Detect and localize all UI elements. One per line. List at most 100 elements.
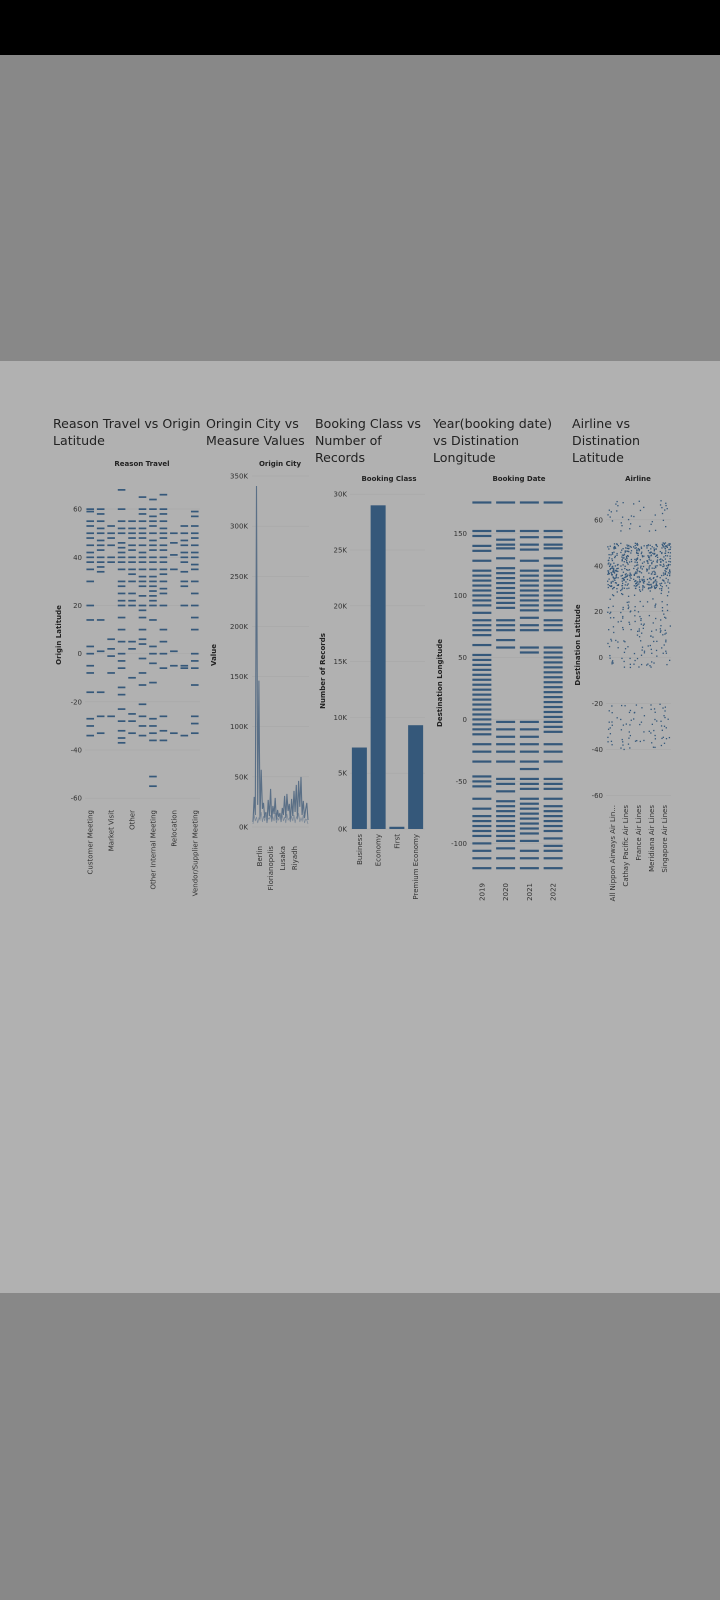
airline-point — [642, 587, 644, 589]
booking-date-mark — [543, 619, 563, 622]
airline-point — [655, 548, 657, 550]
airline-point — [648, 568, 650, 570]
airline-point — [622, 626, 624, 629]
airline-point — [610, 563, 612, 565]
airline-point — [641, 646, 644, 648]
airline-point — [637, 567, 639, 569]
airline-point — [660, 744, 663, 747]
airline-point — [662, 565, 664, 568]
airline-point — [667, 587, 670, 589]
booking-date-mark — [472, 658, 492, 662]
airline-point — [633, 503, 635, 505]
airline-point — [640, 618, 642, 620]
airline-point — [634, 558, 636, 561]
reason-travel-mark — [117, 551, 126, 554]
airline-point — [609, 598, 611, 600]
airline-point — [665, 545, 667, 547]
airline-point — [646, 560, 648, 562]
reason-travel-mark — [138, 684, 147, 686]
airline-point — [628, 711, 631, 714]
airline-point — [635, 572, 637, 575]
booking-date-y-tick-label: -100 — [451, 840, 467, 848]
reason-travel-mark — [149, 775, 157, 778]
airline-point — [608, 554, 610, 556]
airline-point — [648, 614, 651, 617]
airline-point — [661, 547, 663, 549]
reason-travel-mark — [170, 568, 178, 571]
airline-point — [655, 555, 657, 558]
airline-point — [624, 550, 626, 552]
reason-travel-mark — [117, 628, 126, 631]
airline-point — [661, 506, 663, 509]
booking-date-mark — [519, 720, 539, 724]
reason-travel-mark — [138, 609, 147, 612]
reason-travel-mark — [138, 532, 147, 535]
booking-date-mark — [472, 584, 492, 587]
airline-point — [665, 502, 667, 504]
reason-travel-mark — [128, 532, 136, 535]
airline-point — [654, 529, 657, 532]
booking-date-mark — [496, 646, 516, 649]
airline-point — [635, 587, 637, 590]
airline-point — [625, 575, 627, 577]
reason-travel-mark — [107, 715, 115, 718]
airline-point — [667, 591, 670, 593]
reason-travel-mark — [96, 732, 105, 735]
airline-point — [640, 547, 643, 550]
booking-date-mark — [472, 824, 492, 828]
airline-point — [635, 547, 637, 549]
airline-point — [612, 587, 615, 589]
reason-travel-mark — [138, 703, 147, 706]
airline-point — [661, 574, 663, 577]
reason-travel-mark — [180, 539, 189, 542]
airline-point — [662, 560, 665, 562]
airline-point — [660, 582, 663, 584]
airline-point — [642, 581, 644, 583]
booking-date-mark — [496, 572, 516, 575]
reason-travel-mark — [86, 652, 95, 655]
airline-point — [637, 544, 639, 546]
airline-point — [610, 582, 612, 584]
airline-point — [613, 631, 615, 634]
airline-point — [628, 623, 631, 625]
airline-point — [638, 630, 640, 632]
airline-point — [666, 565, 668, 567]
reason-travel-mark — [180, 544, 189, 547]
booking-date-mark — [519, 797, 539, 800]
airline-point — [641, 578, 643, 581]
airline-point — [637, 552, 639, 554]
airline-point — [614, 579, 616, 581]
airline-point — [667, 563, 670, 566]
booking-date-mark — [496, 750, 516, 753]
reason-travel-mark — [149, 645, 157, 648]
airline-point — [663, 543, 666, 545]
airline-point — [661, 729, 663, 731]
booking-date-mark — [543, 829, 563, 833]
reason-travel-mark — [117, 729, 126, 732]
reason-travel-mark — [96, 619, 105, 621]
airline-point — [636, 739, 638, 742]
airline-point — [610, 585, 612, 588]
reason-travel-mark — [96, 566, 105, 568]
airline-point — [638, 628, 640, 630]
reason-travel-mark — [159, 587, 168, 590]
airline-point — [663, 574, 665, 576]
airline-point — [665, 641, 667, 643]
reason-travel-mark — [190, 537, 199, 539]
airline-point — [609, 564, 611, 566]
airline-point — [628, 569, 631, 571]
airline-point — [653, 640, 655, 643]
airline-point — [623, 640, 625, 642]
airline-point — [611, 594, 614, 596]
airline-point — [613, 567, 615, 570]
booking-date-mark — [519, 787, 539, 790]
airline-point — [669, 546, 672, 548]
reason-travel-mark — [117, 640, 126, 643]
reason-travel-mark — [128, 580, 136, 583]
airline-point — [634, 580, 636, 582]
reason-travel-mark — [107, 544, 115, 547]
airline-point — [650, 573, 653, 575]
reason-travel-mark — [159, 729, 168, 732]
reason-travel-mark — [149, 539, 157, 542]
airline-point — [613, 578, 615, 580]
